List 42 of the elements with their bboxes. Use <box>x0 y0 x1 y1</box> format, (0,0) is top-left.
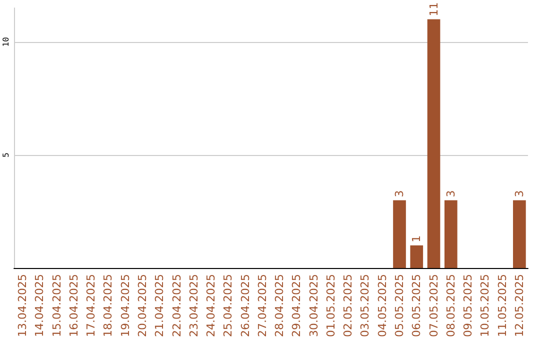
x-tick-label: 28.04.2025 <box>273 274 286 338</box>
x-tick-label: 03.05.2025 <box>358 274 372 338</box>
x-tick-label: 14.04.2025 <box>33 274 46 338</box>
x-tick-label: 22.04.2025 <box>170 274 184 338</box>
x-tick-label: 24.04.2025 <box>204 274 218 338</box>
data-label: 1 <box>410 235 424 242</box>
bar <box>444 200 458 268</box>
x-tick-label: 29.04.2025 <box>290 274 304 338</box>
x-tick-label: 11.05.2025 <box>496 274 509 338</box>
x-tick-label: 21.04.2025 <box>153 274 166 338</box>
x-tick-label: 16.04.2025 <box>67 274 80 338</box>
data-label: 3 <box>393 190 406 198</box>
x-tick-label: 13.04.2025 <box>16 274 30 338</box>
x-tick-label: 07.05.2025 <box>427 274 440 338</box>
y-tick-label: 5 <box>2 152 10 158</box>
y-tick-label: 10 <box>2 36 10 47</box>
x-tick-label: 26.04.2025 <box>238 274 252 338</box>
x-tick-label: 27.04.2025 <box>256 274 269 338</box>
x-tick-label: 18.04.2025 <box>102 274 115 338</box>
bar <box>513 200 526 268</box>
x-tick-label: 15.04.2025 <box>50 274 64 338</box>
x-tick-label: 30.04.2025 <box>307 274 320 338</box>
x-tick-label: 10.05.2025 <box>478 274 492 338</box>
x-tick-label: 12.05.2025 <box>512 274 526 338</box>
x-tick-label: 20.04.2025 <box>136 274 149 338</box>
x-tick-label: 04.05.2025 <box>376 274 389 338</box>
x-tick-label: 25.04.2025 <box>222 274 235 338</box>
bar <box>393 200 406 268</box>
x-tick-label: 01.05.2025 <box>324 274 338 338</box>
bar <box>427 19 440 268</box>
x-tick-label: 17.04.2025 <box>84 274 98 338</box>
x-tick-label: 23.04.2025 <box>187 274 200 338</box>
x-tick-label: 02.05.2025 <box>342 274 355 338</box>
bar <box>410 245 424 268</box>
x-tick-label: 05.05.2025 <box>393 274 406 338</box>
x-tick-label: 06.05.2025 <box>410 274 424 338</box>
data-label: 11 <box>427 2 440 16</box>
x-tick-label: 09.05.2025 <box>462 274 475 338</box>
x-tick-label: 08.05.2025 <box>444 274 458 338</box>
data-label: 3 <box>444 190 458 198</box>
data-label: 3 <box>512 190 526 198</box>
x-tick-label: 19.04.2025 <box>118 274 132 338</box>
